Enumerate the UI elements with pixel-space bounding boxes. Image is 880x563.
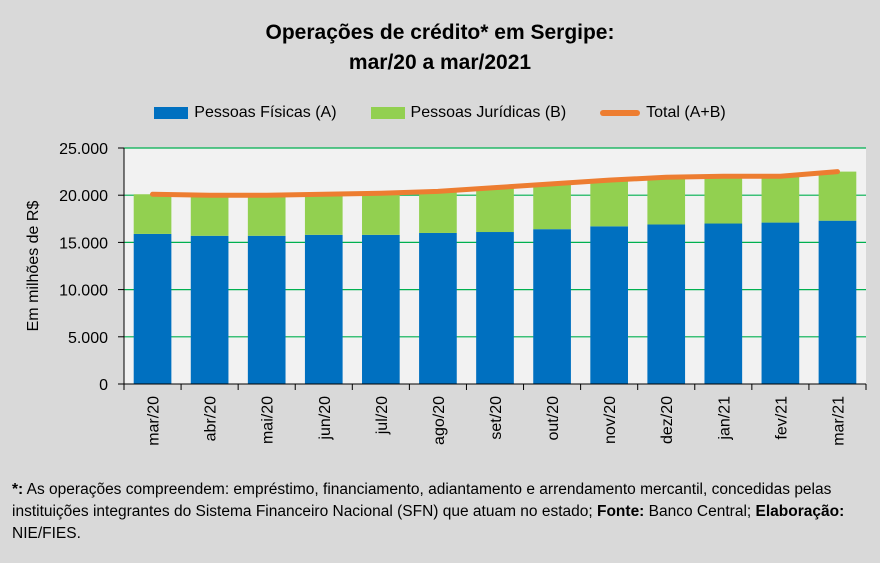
x-tick-label: set/20: [488, 396, 505, 440]
y-tick-label: 20.000: [59, 188, 108, 205]
y-tick-label: 15.000: [59, 235, 108, 252]
x-tick-label: out/20: [545, 396, 562, 441]
bar-pj: [818, 171, 857, 221]
legend-item-total: Total (A+B): [600, 104, 726, 122]
footnote-source-label: Fonte:: [597, 503, 645, 520]
bar-pf: [190, 235, 229, 384]
bar-pj: [419, 191, 457, 233]
y-tick-label: 25.000: [59, 141, 108, 158]
legend-label-pf: Pessoas Físicas (A): [194, 104, 337, 121]
footnote-marker: *:: [12, 481, 24, 498]
x-tick-label: dez/20: [659, 396, 676, 444]
bar-pf: [304, 234, 343, 384]
bar-pf: [590, 226, 628, 384]
x-tick-label: mar/20: [146, 396, 163, 446]
x-tick-label: fev/21: [773, 396, 790, 440]
x-tick-labels: mar/20 abr/20 mai/20 jun/20 jul/20 ago/20 set/…: [146, 396, 848, 446]
footnote: *: As operações compreendem: empréstimo,…: [12, 479, 874, 545]
bar-pf: [647, 224, 686, 384]
bar-pf: [247, 235, 286, 384]
bar-pf: [761, 222, 800, 384]
y-axis-label: Em milhões de R$: [25, 201, 42, 332]
x-tick-label: jun/20: [317, 396, 334, 441]
bar-pj: [590, 180, 628, 227]
x-tick-label: abr/20: [203, 396, 220, 441]
bar-pf: [533, 229, 571, 384]
bar-pj: [704, 176, 743, 224]
bar-pj: [761, 176, 800, 223]
bars: [133, 171, 857, 384]
x-tick-label: jul/20: [374, 396, 391, 435]
total-line-path: [150, 169, 840, 198]
legend-label-pj: Pessoas Jurídicas (B): [410, 104, 567, 121]
bar-pf: [133, 233, 172, 384]
legend-swatch-total: [600, 110, 641, 116]
bar-pj: [133, 194, 172, 234]
footnote-source-value: Banco Central;: [644, 503, 752, 520]
bar-pj: [247, 195, 286, 236]
x-tick-label: jan/21: [716, 396, 733, 441]
legend-label-total: Total (A+B): [646, 104, 726, 121]
x-tick-label: mar/21: [830, 396, 847, 446]
bar-pj: [476, 187, 514, 233]
chart-svg: 0 5.000 10.000 15.000 20.000 25.000 mar/20 abr…: [25, 141, 867, 446]
total-line: [150, 169, 840, 198]
x-tick-label: mai/20: [260, 396, 277, 444]
x-tick-label: ago/20: [431, 396, 448, 445]
chart-legend: Pessoas Físicas (A) Pessoas Jurídicas (B…: [0, 104, 880, 122]
footnote-author-value: NIE/FIES.: [12, 525, 81, 542]
y-tick-label: 0: [99, 377, 108, 394]
legend-swatch-pj: [370, 107, 405, 119]
bar-pf: [704, 223, 743, 384]
bar-pf: [818, 220, 857, 384]
x-tick-label: nov/20: [602, 396, 619, 444]
bar-pf: [362, 234, 400, 384]
chart-title: Operações de crédito* em Sergipe: mar/20…: [0, 18, 880, 78]
bar-pf: [419, 232, 457, 384]
chart-title-line2: mar/20 a mar/2021: [348, 51, 532, 74]
y-tick-label: 5.000: [68, 330, 108, 347]
bar-pj: [190, 195, 229, 236]
bar-pf: [476, 232, 514, 384]
bar-pj: [304, 194, 343, 235]
axes: [118, 147, 867, 390]
legend-item-pj: Pessoas Jurídicas (B): [370, 104, 567, 122]
y-tick-labels: 0 5.000 10.000 15.000 20.000 25.000: [59, 141, 108, 394]
footnote-author-label: Elaboração:: [755, 503, 845, 520]
chart-title-line1: Operações de crédito* em Sergipe:: [265, 21, 615, 44]
legend-item-pf: Pessoas Físicas (A): [154, 104, 337, 122]
bar-pj: [362, 193, 400, 235]
footnote-text: As operações compreendem: empréstimo, fi…: [12, 481, 832, 520]
legend-swatch-pf: [154, 107, 189, 119]
bar-pj: [533, 183, 571, 230]
y-tick-label: 10.000: [59, 283, 108, 300]
bar-pj: [647, 177, 686, 225]
